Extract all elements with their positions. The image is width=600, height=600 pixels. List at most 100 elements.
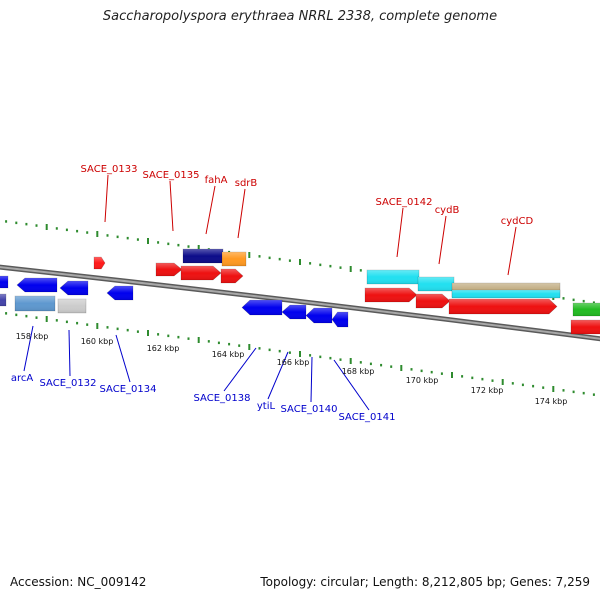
reverse-minor-tick — [521, 383, 524, 387]
gene-label-forward: SACE_0133 — [81, 164, 138, 175]
label-leader-lines — [23, 174, 517, 411]
reverse-minor-tick — [542, 386, 545, 389]
scale-label: 160 kbp — [81, 337, 114, 346]
gene-label-forward: fahA — [205, 175, 228, 186]
gene-label-reverse: ytiL — [257, 401, 276, 412]
label-leader-forward — [169, 180, 174, 232]
map-title: Saccharopolyspora erythraea NRRL 2338, c… — [102, 9, 498, 24]
reverse-minor-tick — [157, 333, 160, 336]
reverse-major-tick — [349, 358, 352, 364]
forward-minor-tick — [35, 224, 38, 227]
reverse-minor-tick — [25, 314, 28, 318]
reverse-minor-tick — [116, 327, 119, 331]
gene-label-forward: SACE_0135 — [143, 170, 200, 181]
reverse-major-tick — [45, 316, 48, 322]
forward-minor-tick — [25, 222, 28, 226]
forward-minor-tick — [86, 231, 89, 234]
reverse-minor-tick — [562, 389, 565, 392]
forward-minor-tick — [258, 255, 261, 258]
reverse-minor-tick — [359, 361, 362, 364]
reverse-major-tick — [451, 372, 453, 378]
reverse-major-tick — [400, 365, 403, 371]
reverse-minor-tick — [481, 377, 484, 381]
reverse-minor-tick — [288, 351, 291, 354]
reverse-minor-tick — [410, 368, 413, 371]
forward-major-tick — [349, 266, 352, 272]
label-leader-forward — [396, 207, 404, 258]
forward-minor-tick — [177, 243, 180, 247]
reverse-minor-tick — [420, 369, 423, 373]
forward-minor-tick — [319, 263, 322, 267]
label-leader-forward — [438, 215, 447, 265]
scale-label: 166 kbp — [277, 358, 310, 367]
reverse-minor-tick — [5, 312, 8, 315]
label-leader-reverse — [68, 329, 71, 377]
reverse-minor-tick — [511, 382, 514, 385]
reverse-minor-tick — [76, 321, 79, 325]
reverse-major-tick — [147, 330, 149, 336]
gene-label-reverse: SACE_0140 — [281, 404, 338, 415]
reverse-minor-tick — [55, 319, 58, 322]
label-leader-reverse — [223, 347, 257, 392]
forward-minor-tick — [55, 227, 58, 230]
reverse-minor-tick — [440, 372, 443, 375]
gene-label-forward: cydCD — [501, 216, 534, 227]
reverse-minor-tick — [258, 347, 261, 350]
scale-labels: 158 kbp 160 kbp 162 kbp 164 kbp 166 kbp 168 k… — [16, 332, 568, 406]
forward-minor-tick — [592, 301, 595, 304]
forward-minor-tick — [288, 259, 291, 262]
reverse-major-tick — [248, 344, 251, 350]
reverse-minor-tick — [532, 384, 535, 388]
reverse-minor-tick — [278, 349, 281, 353]
reverse-minor-tick — [207, 340, 210, 343]
forward-major-tick — [45, 224, 48, 230]
forward-minor-tick — [65, 228, 68, 232]
reverse-minor-tick — [187, 337, 190, 340]
forward-minor-tick — [167, 242, 170, 246]
forward-minor-tick — [278, 257, 281, 261]
reverse-minor-tick — [329, 356, 332, 360]
reverse-minor-tick — [309, 354, 312, 357]
reverse-minor-tick — [228, 342, 231, 346]
forward-minor-tick — [359, 269, 362, 272]
topology-text: Topology: circular; Length: 8,212,805 bp… — [260, 575, 590, 589]
forward-major-tick — [248, 252, 251, 258]
forward-major-tick — [96, 231, 99, 237]
reverse-minor-tick — [369, 362, 372, 366]
reverse-minor-tick — [471, 376, 474, 380]
reverse-minor-tick — [390, 365, 393, 368]
label-leader-reverse — [310, 356, 313, 403]
reverse-major-tick — [552, 386, 555, 392]
reverse-minor-tick — [217, 341, 220, 345]
gene-features — [0, 248, 600, 335]
scale-label: 158 kbp — [16, 332, 49, 341]
reverse-minor-tick — [126, 328, 129, 332]
forward-minor-tick — [329, 264, 332, 268]
gene-label-reverse: SACE_0134 — [100, 384, 157, 395]
label-leader-forward — [237, 188, 246, 239]
accession-text: Accession: NC_009142 — [10, 575, 147, 589]
label-leader-reverse — [333, 359, 370, 411]
forward-minor-tick — [136, 238, 139, 241]
reverse-minor-tick — [35, 316, 38, 319]
reverse-minor-tick — [430, 370, 433, 374]
forward-minor-tick — [106, 234, 109, 237]
forward-minor-tick — [582, 299, 585, 303]
reverse-minor-tick — [15, 313, 18, 317]
reverse-major-tick — [197, 337, 200, 343]
reverse-minor-tick — [136, 330, 139, 333]
reverse-minor-tick — [238, 344, 241, 347]
reverse-major-tick — [299, 351, 301, 357]
forward-minor-tick — [268, 256, 271, 260]
label-leader-forward — [104, 174, 109, 223]
reverse-major-tick — [501, 379, 504, 385]
forward-minor-tick — [15, 221, 18, 225]
reverse-minor-tick — [167, 334, 170, 338]
reverse-minor-tick — [461, 375, 464, 378]
forward-minor-tick — [157, 241, 160, 244]
forward-minor-tick — [5, 220, 8, 223]
forward-major-tick — [147, 238, 149, 244]
